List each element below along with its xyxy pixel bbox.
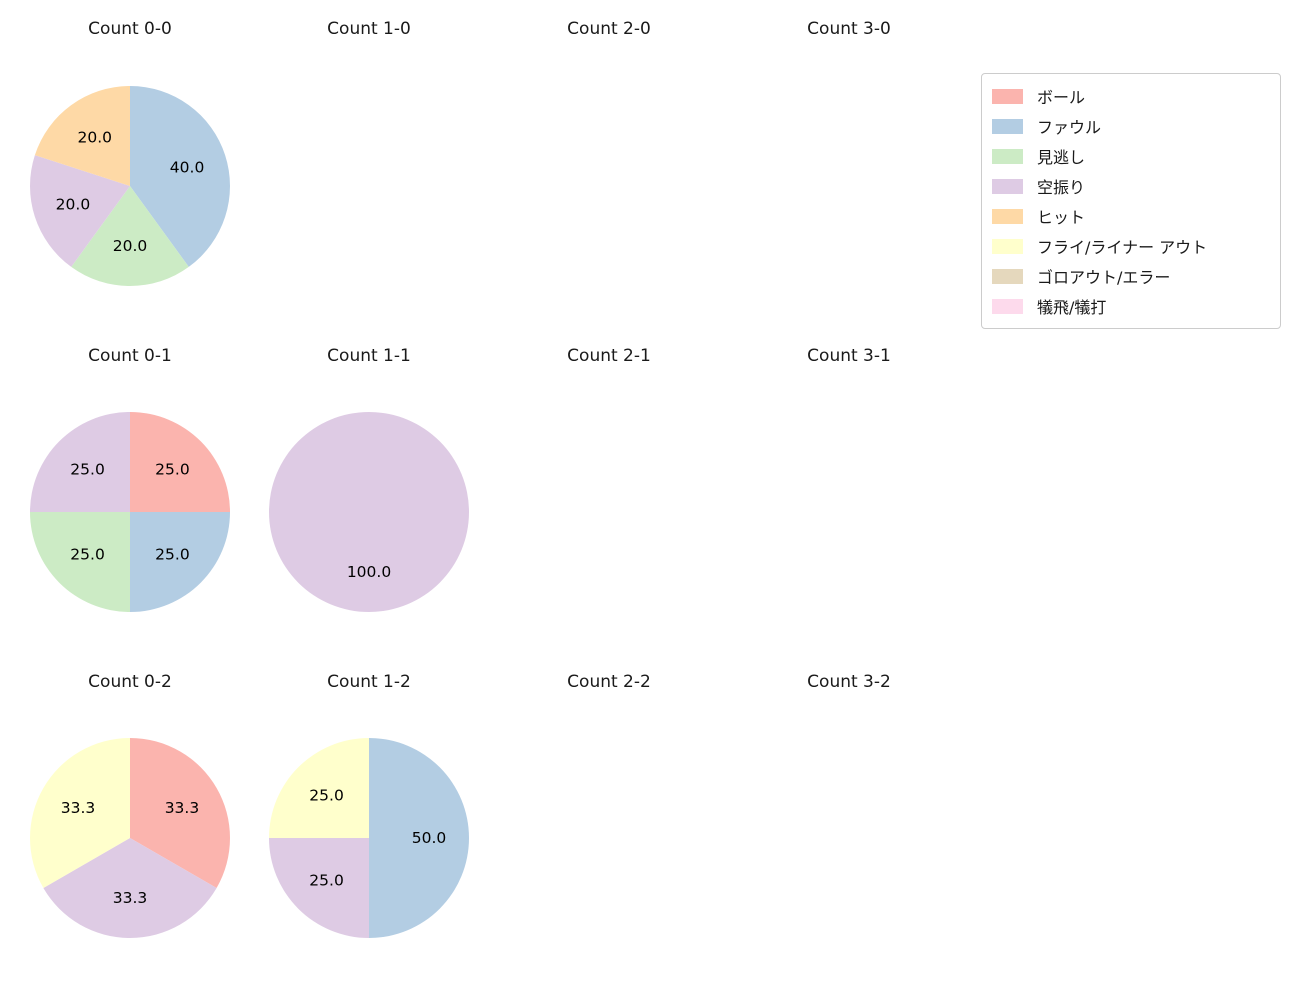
pie-percent-label: 50.0 — [412, 829, 447, 847]
pie-chart-count-2-0 — [504, 81, 714, 291]
chart-cell-count-2-1: Count 2-1 — [489, 346, 729, 646]
legend-swatch-foul — [992, 118, 1023, 134]
legend-label-groundout-error: ゴロアウト/エラー — [1037, 268, 1171, 287]
pie-slice — [130, 512, 230, 612]
pie-percent-label: 100.0 — [347, 563, 391, 581]
pie-chart-count-0-0: 40.0 20.0 20.0 20.0 — [29, 85, 230, 286]
legend-entry-groundout-error: ゴロアウト/エラー — [992, 261, 1270, 291]
legend-label-sacrifice: 犠飛/犠打 — [1037, 298, 1107, 317]
legend-entry-fly-liner-out: フライ/ライナー アウト — [992, 231, 1270, 261]
pie-chart-count-3-0 — [744, 81, 954, 291]
pie-percent-label: 25.0 — [70, 545, 105, 563]
legend-label-swinging-strike: 空振り — [1037, 178, 1086, 197]
chart-title-count-0-2: Count 0-2 — [88, 672, 172, 692]
chart-cell-count-0-0: Count 0-0 40.0 20.0 20.0 20.0 — [10, 19, 250, 319]
chart-cell-count-1-1: Count 1-1 100.0 — [249, 346, 489, 646]
pie-chart-count-2-1 — [504, 407, 714, 617]
pie-percent-label: 20.0 — [77, 128, 112, 146]
chart-cell-count-3-1: Count 3-1 — [729, 346, 969, 646]
chart-title-count-3-2: Count 3-2 — [807, 672, 891, 692]
chart-title-count-3-0: Count 3-0 — [807, 19, 891, 39]
chart-cell-count-2-2: Count 2-2 — [489, 672, 729, 972]
pie-percent-label: 33.3 — [61, 799, 96, 817]
chart-cell-count-1-0: Count 1-0 — [249, 19, 489, 319]
pie-slice — [71, 186, 189, 286]
chart-title-count-1-1: Count 1-1 — [327, 346, 411, 366]
chart-cell-count-3-0: Count 3-0 — [729, 19, 969, 319]
legend-label-hit: ヒット — [1037, 208, 1086, 227]
chart-title-count-2-1: Count 2-1 — [567, 346, 651, 366]
pie-slice — [130, 738, 230, 888]
legend-swatch-hit — [992, 208, 1023, 224]
pie-chart-count-3-1 — [744, 407, 954, 617]
pie-slice — [34, 85, 130, 186]
pie-chart-count-3-2 — [744, 733, 954, 943]
pie-chart-count-1-2: 50.0 25.0 25.0 — [269, 738, 469, 938]
pie-chart-count-2-2 — [504, 733, 714, 943]
pie-slice — [269, 412, 469, 612]
chart-title-count-1-0: Count 1-0 — [327, 19, 411, 39]
pie-chart-count-0-2: 33.3 33.3 33.3 — [30, 738, 230, 938]
pie-slice — [369, 738, 469, 938]
legend-swatch-ball — [992, 88, 1023, 104]
pie-slice — [269, 838, 369, 938]
chart-title-count-2-0: Count 2-0 — [567, 19, 651, 39]
pie-chart-count-1-1: 100.0 — [269, 412, 469, 612]
legend-entry-ball: ボール — [992, 81, 1270, 111]
legend-entry-foul: ファウル — [992, 111, 1270, 141]
legend-label-ball: ボール — [1037, 88, 1086, 107]
legend-swatch-sacrifice — [992, 298, 1023, 314]
chart-title-count-0-1: Count 0-1 — [88, 346, 172, 366]
legend-label-fly-liner-out: フライ/ライナー アウト — [1037, 238, 1208, 257]
chart-cell-count-0-1: Count 0-1 25.0 25.0 25.0 25.0 — [10, 346, 250, 646]
pie-percent-label: 25.0 — [155, 461, 190, 479]
pie-slice — [130, 412, 230, 512]
legend-label-foul: ファウル — [1037, 118, 1102, 137]
pie-percent-label: 25.0 — [309, 871, 344, 889]
chart-cell-count-3-2: Count 3-2 — [729, 672, 969, 972]
chart-cell-count-2-0: Count 2-0 — [489, 19, 729, 319]
legend-swatch-called-strike — [992, 148, 1023, 164]
chart-title-count-3-1: Count 3-1 — [807, 346, 891, 366]
legend-entry-called-strike: 見逃し — [992, 141, 1270, 171]
pie-slice — [29, 155, 130, 267]
legend-swatch-swinging-strike — [992, 178, 1023, 194]
legend-entry-sacrifice: 犠飛/犠打 — [992, 291, 1270, 321]
chart-cell-count-0-2: Count 0-2 33.3 33.3 33.3 — [10, 672, 250, 972]
pie-slice — [130, 86, 230, 267]
pie-chart-count-0-1: 25.0 25.0 25.0 25.0 — [30, 412, 230, 612]
chart-title-count-0-0: Count 0-0 — [88, 19, 172, 39]
pie-percent-label: 20.0 — [56, 196, 91, 214]
pie-percent-label: 25.0 — [155, 545, 190, 563]
legend-swatch-groundout-error — [992, 268, 1023, 284]
pie-slice — [43, 838, 217, 938]
legend-entry-swinging-strike: 空振り — [992, 171, 1270, 201]
pie-slice — [30, 512, 130, 612]
chart-title-count-1-2: Count 1-2 — [327, 672, 411, 692]
pie-slice — [30, 738, 130, 888]
chart-title-count-2-2: Count 2-2 — [567, 672, 651, 692]
pie-percent-label: 25.0 — [309, 787, 344, 805]
pie-percent-label: 20.0 — [113, 237, 148, 255]
pie-chart-count-1-0 — [264, 81, 474, 291]
legend: ボール ファウル 見逃し 空振り ヒット フライ/ライナー アウト ゴロアウト/… — [981, 73, 1281, 329]
pie-slice — [269, 738, 369, 838]
pie-percent-label: 33.3 — [165, 799, 200, 817]
pie-percent-label: 25.0 — [70, 461, 105, 479]
legend-entry-hit: ヒット — [992, 201, 1270, 231]
pie-percent-label: 33.3 — [113, 889, 148, 907]
legend-swatch-fly-liner-out — [992, 238, 1023, 254]
legend-label-called-strike: 見逃し — [1037, 148, 1086, 167]
chart-cell-count-1-2: Count 1-2 50.0 25.0 25.0 — [249, 672, 489, 972]
pie-percent-label: 40.0 — [170, 158, 205, 176]
pie-slice — [30, 412, 130, 512]
